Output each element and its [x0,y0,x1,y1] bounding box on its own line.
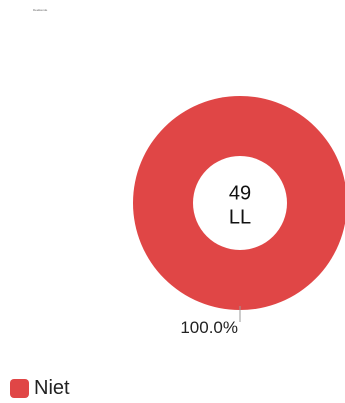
slice-percent-label: 100.0% [180,318,238,337]
donut-hole [193,156,287,250]
center-value-label: 49 [229,182,251,204]
legend-swatch [10,378,29,398]
legend: Niet [10,378,70,398]
legend-label: Niet [34,377,70,399]
center-unit-label: LL [229,206,251,228]
chart-title: Deelkende [33,8,48,12]
